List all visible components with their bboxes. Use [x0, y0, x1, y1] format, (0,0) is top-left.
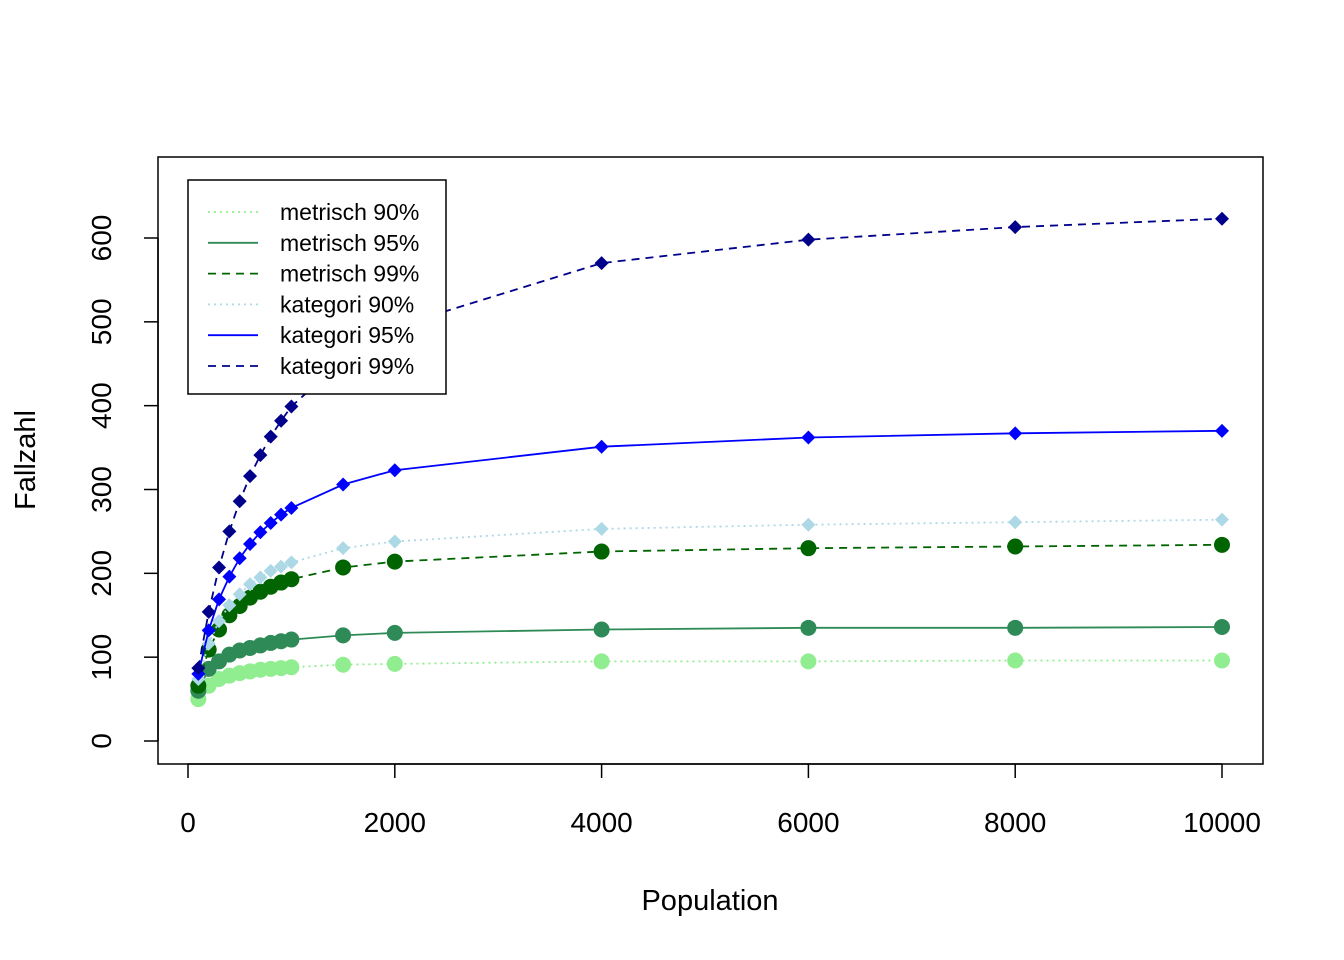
- data-point: [1214, 652, 1230, 669]
- data-point: [336, 477, 351, 492]
- x-tick-label: 8000: [984, 807, 1046, 838]
- data-point: [232, 587, 247, 602]
- data-point: [594, 439, 609, 454]
- x-tick-label: 4000: [570, 807, 632, 838]
- data-point: [387, 534, 402, 549]
- y-tick-label: 100: [86, 634, 117, 681]
- data-point: [1008, 220, 1023, 235]
- legend-label: kategori 90%: [280, 291, 414, 317]
- legend-box: [187, 179, 447, 395]
- y-tick-label: 400: [86, 382, 117, 429]
- data-point: [594, 521, 609, 536]
- data-point: [243, 536, 258, 551]
- legend-label: kategori 99%: [280, 353, 414, 379]
- series-line: [197, 429, 1223, 675]
- series-line: [197, 659, 1222, 700]
- data-point: [211, 621, 228, 638]
- x-tick-label: 10000: [1183, 807, 1261, 838]
- data-point: [1214, 536, 1230, 553]
- legend: metrisch 90% metrisch 95% metrisch 99% kate…: [187, 179, 447, 395]
- data-point: [386, 624, 403, 641]
- x-axis: 0 2000 4000 6000 8000 10000: [180, 763, 1261, 838]
- data-point: [212, 614, 227, 629]
- data-point: [1215, 512, 1229, 527]
- y-tick-label: 500: [86, 298, 117, 345]
- data-point: [593, 543, 610, 560]
- data-point: [335, 559, 352, 576]
- data-point: [253, 570, 268, 585]
- data-point: [386, 553, 403, 570]
- x-tick-label: 6000: [777, 807, 839, 838]
- data-point: [263, 563, 278, 578]
- data-point: [593, 621, 610, 638]
- data-point: [801, 430, 816, 445]
- series-6: [191, 211, 1229, 676]
- data-point: [1007, 652, 1024, 669]
- data-point: [801, 232, 816, 247]
- data-point: [335, 627, 352, 644]
- data-point: [263, 516, 278, 531]
- x-tick-label: 0: [180, 807, 196, 838]
- data-point: [274, 413, 289, 428]
- data-point: [212, 592, 227, 607]
- data-point: [274, 507, 289, 522]
- data-point: [232, 551, 247, 566]
- series-5: [191, 423, 1229, 681]
- y-axis: 0 100 200 300 400 500 600: [86, 215, 159, 749]
- x-tick-label: 2000: [364, 807, 426, 838]
- data-point: [274, 559, 289, 574]
- y-tick-label: 600: [86, 215, 117, 262]
- series-1: [190, 652, 1230, 708]
- y-axis-title: Fallzahl: [10, 410, 42, 510]
- data-point: [800, 653, 817, 670]
- data-point: [284, 399, 299, 414]
- x-axis-title: Population: [641, 885, 778, 917]
- data-point: [283, 659, 300, 676]
- data-point: [243, 469, 258, 484]
- legend-label: metrisch 90%: [280, 199, 419, 225]
- data-point: [283, 631, 300, 648]
- data-point: [222, 598, 237, 613]
- data-point: [283, 571, 300, 588]
- data-point: [594, 256, 609, 271]
- data-point: [593, 653, 610, 670]
- data-point: [232, 494, 247, 509]
- data-point: [212, 560, 227, 575]
- data-point: [335, 656, 352, 673]
- data-point: [1214, 618, 1230, 635]
- data-point: [800, 619, 817, 636]
- data-point: [801, 517, 816, 532]
- data-point: [263, 429, 278, 444]
- y-tick-label: 200: [86, 550, 117, 597]
- data-point: [284, 500, 299, 515]
- data-point: [243, 577, 258, 592]
- data-point: [284, 555, 299, 570]
- data-point: [1215, 211, 1229, 226]
- legend-label: kategori 95%: [280, 322, 414, 348]
- series-layer: [190, 211, 1230, 708]
- data-point: [253, 448, 268, 463]
- data-point: [386, 655, 403, 672]
- data-point: [1008, 426, 1023, 441]
- legend-label: metrisch 99%: [280, 261, 419, 287]
- data-point: [387, 463, 402, 478]
- data-point: [253, 525, 268, 540]
- data-point: [1007, 619, 1024, 636]
- data-point: [191, 661, 206, 676]
- data-point: [1215, 423, 1229, 438]
- series-4: [191, 512, 1229, 686]
- data-point: [222, 524, 237, 539]
- legend-label: metrisch 95%: [280, 230, 419, 256]
- data-point: [201, 604, 216, 619]
- data-point: [222, 569, 237, 584]
- y-tick-label: 0: [86, 733, 117, 749]
- data-point: [800, 540, 817, 557]
- y-tick-label: 300: [86, 466, 117, 513]
- data-point: [336, 541, 351, 556]
- data-point: [1008, 515, 1023, 530]
- series-line: [197, 217, 1223, 669]
- data-point: [1007, 538, 1024, 555]
